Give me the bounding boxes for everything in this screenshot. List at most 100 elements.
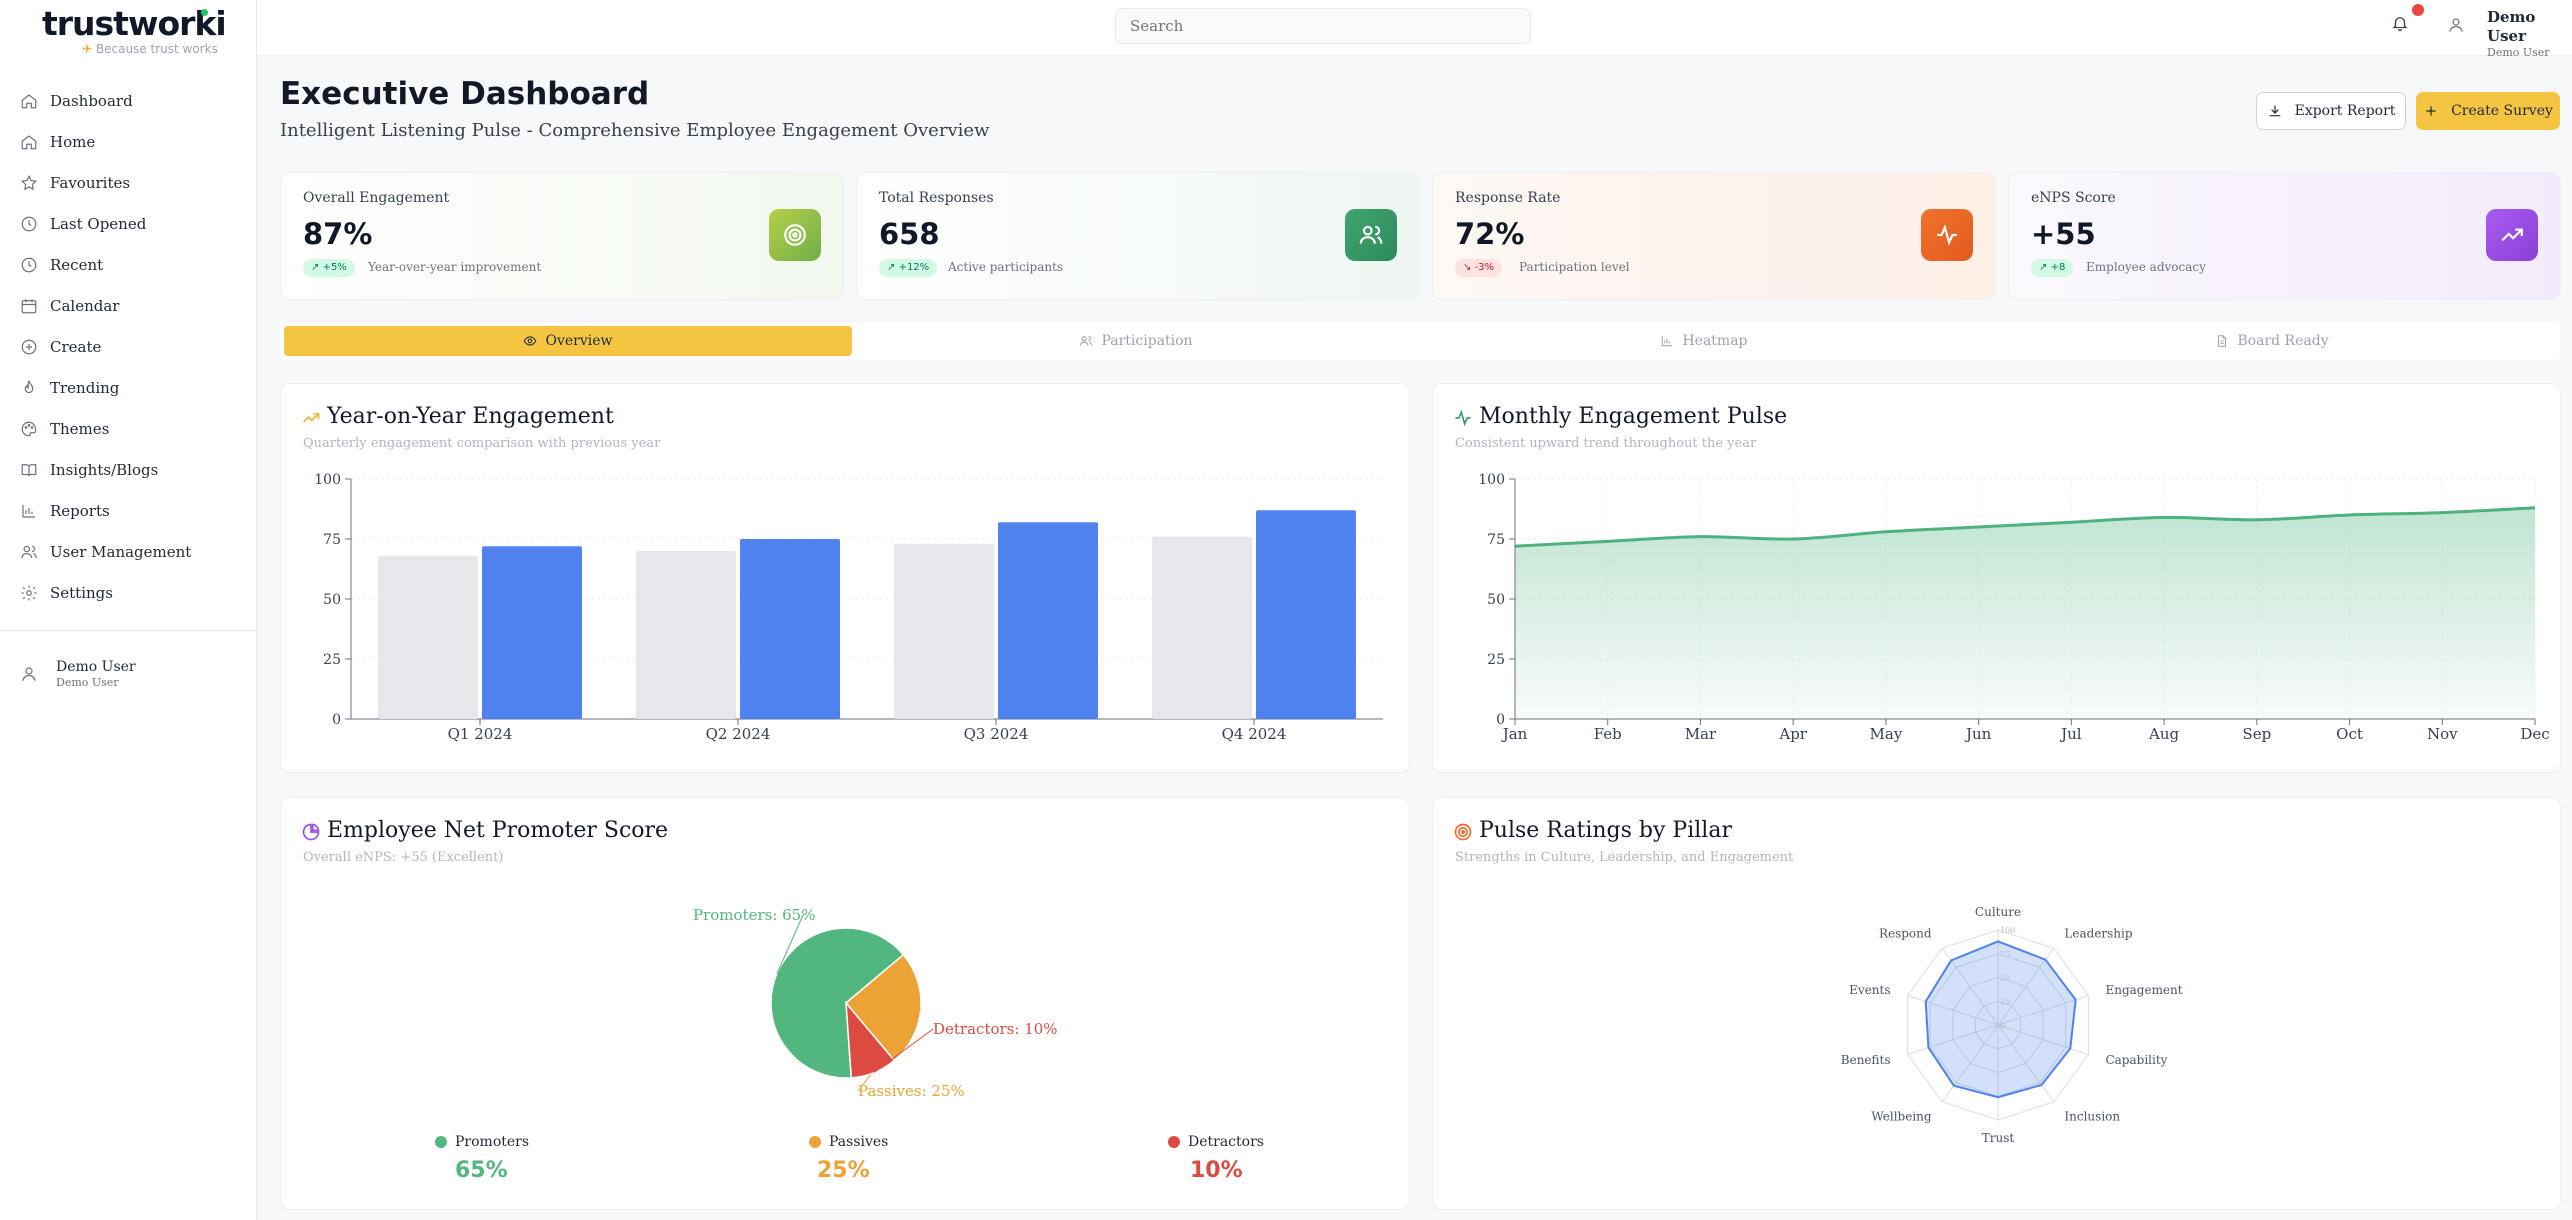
enps-pie-chart: Promoters: 65% Passives: 25% Detractors: 1…	[693, 906, 1058, 1100]
radar-spoke	[1907, 1024, 1999, 1055]
tab-label: Heatmap	[1682, 333, 1748, 349]
activity-icon	[1937, 224, 1957, 246]
trend-badge-value: +8	[2050, 262, 2066, 273]
radar-ring-label: 100	[2000, 926, 2015, 935]
sidebar-item-home[interactable]: Home	[0, 121, 257, 162]
stat-icon-box	[2486, 209, 2538, 261]
x-tick-label: Aug	[2148, 725, 2179, 743]
sidebar-item-settings[interactable]: Settings	[0, 572, 257, 613]
tab-heatmap[interactable]: Heatmap	[1420, 326, 1988, 356]
radar-spoke	[1997, 1024, 2055, 1103]
legend-item-detractors: Detractors 10%	[1168, 1134, 1298, 1183]
sidebar-item-insights-blogs[interactable]: Insights/Blogs	[0, 449, 257, 490]
tab-participation[interactable]: Participation	[852, 326, 1420, 356]
export-report-button[interactable]: Export Report	[2256, 92, 2406, 130]
bell-icon	[2392, 17, 2408, 32]
trend-badge: ↘ -3%	[1455, 259, 1503, 277]
search-input[interactable]	[1115, 8, 1531, 44]
legend-swatch	[435, 1136, 447, 1148]
star-icon	[20, 174, 38, 190]
x-tick-label: Q1 2024	[448, 725, 513, 743]
x-tick-label: Q2 2024	[706, 725, 771, 743]
sidebar-item-dashboard[interactable]: Dashboard	[0, 80, 257, 121]
sidebar-item-favourites[interactable]: Favourites	[0, 162, 257, 203]
y-tick-label: 100	[314, 472, 341, 488]
plus-circle-icon	[21, 339, 37, 354]
radar-spoke	[1997, 1024, 2089, 1055]
sidebar-item-label: User Management	[50, 542, 192, 561]
sidebar-item-trending[interactable]: Trending	[0, 367, 257, 408]
sidebar-item-create[interactable]: Create	[0, 326, 257, 367]
radar-axis-label: Capability	[2105, 1053, 2167, 1067]
user-icon	[2449, 18, 2463, 32]
radar-axis-label: Inclusion	[2064, 1109, 2120, 1123]
radar-axis-label: Benefits	[1841, 1053, 1891, 1067]
x-tick-label: Mar	[1685, 725, 1717, 743]
radar-axis-label: Wellbeing	[1871, 1109, 1931, 1123]
clock-icon	[21, 257, 37, 272]
stat-label: Response Rate	[1455, 190, 1561, 206]
sidebar-item-themes[interactable]: Themes	[0, 408, 257, 449]
x-tick-label: Jun	[1964, 725, 1992, 743]
stat-card-total-responses: Total Responses 658 ↗ +12% Active partic…	[856, 172, 1420, 300]
sidebar-item-recent[interactable]: Recent	[0, 244, 257, 285]
legend-value: 25%	[817, 1158, 870, 1183]
calendar-icon	[21, 298, 37, 313]
stat-note: Participation level	[1519, 260, 1630, 274]
stat-note: Active participants	[948, 260, 1064, 274]
tab-board-ready[interactable]: Board Ready	[1988, 326, 2556, 356]
panel-subtitle: Strengths in Culture, Leadership, and En…	[1455, 850, 1794, 865]
bar	[894, 543, 994, 719]
legend-name: Promoters	[455, 1134, 530, 1150]
sidebar-item-label: Calendar	[50, 296, 120, 315]
sidebar-user-role: Demo User	[56, 676, 119, 689]
radar-axis-label: Leadership	[2064, 927, 2132, 941]
tab-label: Participation	[1101, 333, 1193, 349]
pie-label: Promoters: 65%	[693, 906, 815, 924]
sidebar-item-label: Favourites	[50, 173, 131, 192]
user-menu-button[interactable]	[2447, 16, 2465, 38]
stat-card-response-rate: Response Rate 72% ↘ -3% Participation le…	[1432, 172, 1996, 300]
topbar-user[interactable]: Demo User Demo User	[2487, 8, 2572, 60]
tab-overview[interactable]: Overview	[284, 326, 852, 356]
radar-ring-label: 0	[2000, 1021, 2005, 1030]
bar	[378, 555, 478, 719]
radar-series	[1924, 940, 2077, 1099]
stat-label: Total Responses	[879, 190, 994, 206]
bar	[482, 546, 582, 719]
stat-icon-box	[1345, 209, 1397, 261]
radar-ring-label: 25	[2000, 997, 2010, 1006]
book-icon	[21, 463, 37, 476]
legend-item-promoters: Promoters 65%	[435, 1134, 555, 1183]
brand-logo[interactable]: trustworki ✈ Because trust works	[42, 6, 227, 57]
radar-spoke	[1907, 995, 1999, 1026]
topbar: Demo User Demo User	[257, 0, 2572, 59]
sidebar-divider	[0, 630, 257, 631]
sidebar-item-user-management[interactable]: User Management	[0, 531, 257, 572]
y-tick-label: 50	[323, 592, 341, 608]
x-tick-label: Sep	[2242, 725, 2271, 743]
notification-badge	[2412, 4, 2424, 16]
legend-swatch	[809, 1136, 821, 1148]
pie-leader-line	[776, 914, 804, 974]
topbar-user-role: Demo User	[2487, 46, 2550, 59]
users-icon	[21, 545, 37, 558]
tab-label: Board Ready	[2237, 333, 2329, 349]
pie-leader-line	[873, 1028, 934, 1073]
notifications-button[interactable]	[2391, 14, 2415, 38]
sidebar: trustworki ✈ Because trust works Dashboa…	[0, 0, 257, 1220]
sidebar-user[interactable]: Demo User Demo User	[20, 658, 136, 690]
trend-badge-value: +5%	[322, 262, 347, 273]
stat-icon-box	[769, 209, 821, 261]
y-tick-label: 75	[323, 532, 341, 548]
tab-label: Overview	[545, 333, 613, 349]
legend-value: 65%	[455, 1158, 508, 1183]
x-tick-label: Apr	[1778, 725, 1807, 743]
sidebar-item-last-opened[interactable]: Last Opened	[0, 203, 257, 244]
sidebar-item-calendar[interactable]: Calendar	[0, 285, 257, 326]
stat-label: Overall Engagement	[303, 190, 450, 206]
stat-value: +55	[2031, 217, 2096, 251]
bar	[636, 551, 736, 719]
create-survey-button[interactable]: Create Survey	[2416, 92, 2560, 130]
sidebar-item-reports[interactable]: Reports	[0, 490, 257, 531]
